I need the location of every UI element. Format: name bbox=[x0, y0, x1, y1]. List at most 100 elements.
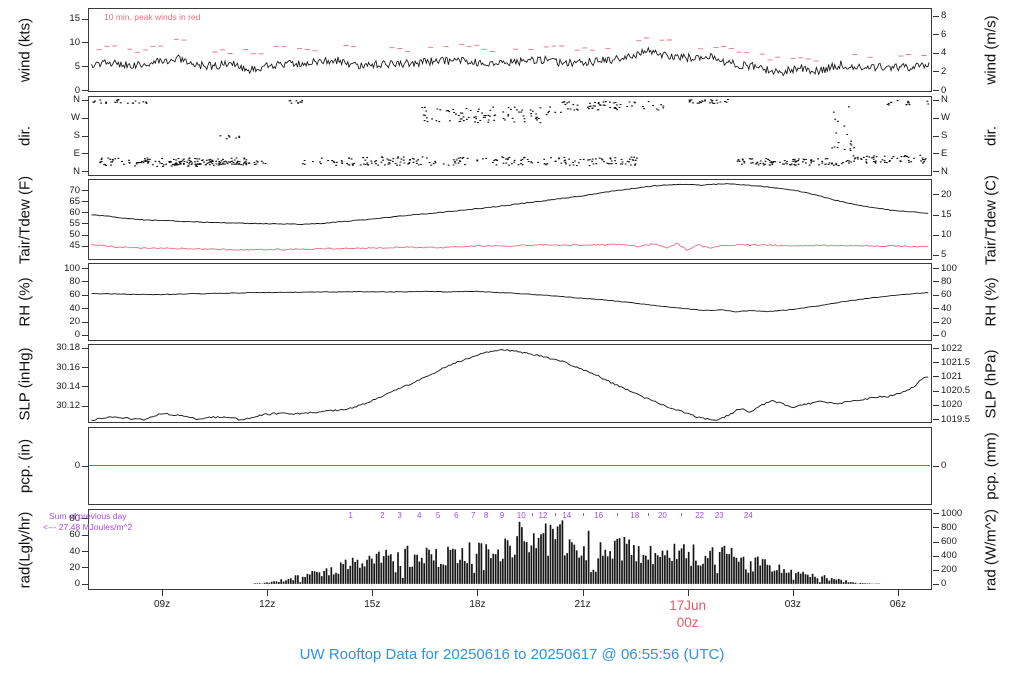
series-wind-10-min-peak bbox=[96, 37, 927, 62]
y-tick-label-right: 60 bbox=[941, 289, 952, 301]
y-tick-label-right: 0 bbox=[941, 84, 947, 96]
y-tick-label-left: 30.16 bbox=[56, 361, 80, 373]
radiation-milestone-8: 8 bbox=[483, 511, 489, 520]
axis-label-slp-right: SLP (hPa) bbox=[982, 349, 1000, 418]
plot-area-tair bbox=[91, 183, 929, 251]
y-tick-label-left: 0 bbox=[74, 460, 80, 471]
y-tick-left bbox=[82, 245, 88, 247]
axis-label-pcp-left: pcp. (in) bbox=[16, 438, 34, 494]
y-tick-right bbox=[933, 153, 939, 155]
x-label-18z: 18z bbox=[469, 599, 486, 610]
radiation-milestone-7: 7 bbox=[470, 511, 476, 520]
x-label-03z: 03z bbox=[784, 599, 801, 610]
y-tick-left bbox=[82, 223, 88, 225]
y-tick-label-right: 100 bbox=[941, 262, 957, 274]
y-tick-right bbox=[933, 419, 939, 420]
panel-dir bbox=[88, 96, 932, 176]
plot-area-pcp bbox=[89, 465, 930, 466]
y-tick-right bbox=[933, 71, 939, 73]
y-tick-label-left: 80 bbox=[69, 512, 80, 524]
y-tick-label-left: S bbox=[73, 130, 80, 141]
radiation-milestone-18: 18 bbox=[630, 511, 640, 520]
y-tick-label-left: 50 bbox=[69, 229, 80, 241]
y-tick-right bbox=[933, 34, 939, 36]
series-solar-radiation bbox=[251, 520, 881, 584]
y-tick-left bbox=[82, 234, 88, 236]
y-tick-left bbox=[82, 171, 88, 173]
panel-slp bbox=[88, 344, 932, 423]
y-tick-left bbox=[82, 583, 88, 585]
y-tick-label-right: 8 bbox=[941, 10, 947, 22]
y-tick-right bbox=[933, 390, 939, 392]
x-tick bbox=[792, 590, 794, 596]
y-tick-label-left: W bbox=[71, 112, 80, 124]
radiation-milestone-9: 9 bbox=[499, 511, 505, 520]
y-tick-left bbox=[82, 321, 88, 323]
radiation-minor-tick bbox=[648, 513, 650, 516]
y-tick-label-right: 1020.5 bbox=[941, 385, 971, 397]
y-tick-right bbox=[933, 214, 939, 216]
x-tick bbox=[687, 590, 689, 596]
radiation-milestone-16: 16 bbox=[594, 511, 604, 520]
axis-label-rh-right: RH (%) bbox=[982, 277, 1000, 327]
radiation-minor-tick bbox=[582, 513, 584, 516]
y-tick-right bbox=[933, 15, 939, 17]
x-tick bbox=[267, 590, 269, 596]
panel-rad bbox=[88, 509, 932, 590]
y-tick-left bbox=[82, 66, 88, 68]
chart-title: UW Rooftop Data for 20250616 to 20250617… bbox=[299, 646, 725, 663]
y-tick-label-left: E bbox=[73, 147, 80, 159]
y-tick-label-right: 800 bbox=[941, 521, 957, 533]
radiation-milestone-5: 5 bbox=[435, 511, 441, 520]
y-tick-label-left: 40 bbox=[69, 545, 80, 557]
y-tick-left bbox=[82, 42, 88, 44]
radiation-milestone-12: 12 bbox=[538, 511, 548, 520]
radiation-milestone-24: 24 bbox=[743, 511, 753, 520]
x-label-hour-line: 00z bbox=[676, 615, 699, 630]
series-rh bbox=[91, 290, 929, 313]
radiation-minor-tick bbox=[616, 513, 618, 516]
y-tick-left bbox=[82, 518, 88, 520]
y-tick-label-right: 600 bbox=[941, 536, 957, 548]
y-tick-label-right: 1021.5 bbox=[941, 356, 971, 368]
y-tick-label-left: 60 bbox=[69, 529, 80, 541]
y-tick-label-left: 15 bbox=[69, 13, 80, 25]
y-tick-label-right: N bbox=[941, 94, 948, 106]
y-tick-label-left: 0 bbox=[74, 578, 80, 590]
y-tick-label-right: S bbox=[941, 130, 948, 141]
y-tick-right bbox=[933, 117, 939, 119]
x-tick bbox=[582, 590, 584, 596]
y-tick-right bbox=[933, 254, 939, 256]
y-tick-right bbox=[933, 404, 939, 406]
y-tick-left bbox=[82, 567, 88, 569]
y-tick-label-right: 15 bbox=[941, 209, 952, 221]
series-tair bbox=[91, 183, 929, 225]
y-tick-label-right: 0 bbox=[941, 329, 947, 341]
plot-area-slp bbox=[91, 348, 929, 421]
panel-rh bbox=[88, 263, 932, 341]
y-tick-left bbox=[82, 281, 88, 283]
axis-label-rh-left: RH (%) bbox=[16, 277, 34, 327]
panel-tair bbox=[88, 179, 932, 260]
y-tick-label-right: 0 bbox=[941, 460, 947, 471]
x-tick bbox=[897, 590, 899, 596]
y-tick-label-right: 4 bbox=[941, 47, 947, 59]
radiation-milestone-4: 4 bbox=[417, 511, 422, 520]
y-tick-left bbox=[82, 201, 88, 203]
y-tick-right bbox=[933, 362, 939, 364]
axis-label-tair-left: Tair/Tdew (F) bbox=[16, 175, 34, 264]
y-tick-label-right: 40 bbox=[941, 302, 952, 314]
series-wind-direction bbox=[92, 99, 930, 167]
x-label-date-00z: 17Jun 00z bbox=[669, 597, 706, 631]
y-tick-left bbox=[82, 386, 88, 388]
y-tick-right bbox=[933, 527, 939, 529]
y-tick-label-left: 100 bbox=[64, 262, 80, 274]
y-tick-label-left: N bbox=[73, 165, 80, 177]
radiation-milestone-22: 22 bbox=[695, 511, 705, 520]
series-tdew bbox=[91, 242, 929, 251]
x-label-12z: 12z bbox=[259, 599, 276, 610]
y-tick-left bbox=[82, 367, 88, 369]
y-tick-right bbox=[933, 294, 939, 296]
y-tick-left bbox=[82, 534, 88, 536]
